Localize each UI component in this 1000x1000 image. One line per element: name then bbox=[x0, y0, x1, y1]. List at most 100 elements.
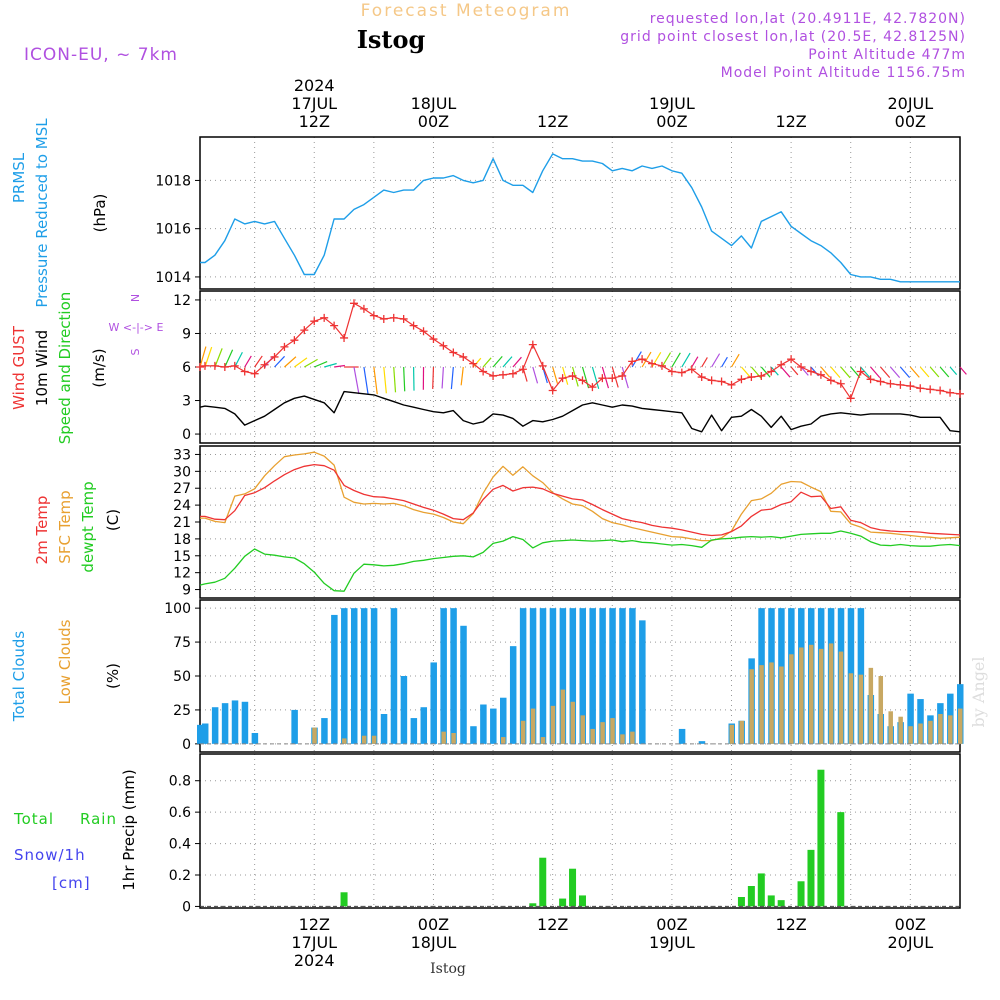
model-label: ICON-EU, ~ 7km bbox=[24, 45, 178, 65]
wind-direction-arrow bbox=[641, 351, 652, 368]
wind-direction-arrow bbox=[224, 349, 234, 368]
snow-label: Snow/1h bbox=[14, 846, 86, 864]
wind-direction-arrow bbox=[681, 352, 691, 368]
time-label: 00Z bbox=[418, 915, 449, 934]
total-cloud-bar bbox=[589, 608, 596, 744]
gust-marker bbox=[389, 313, 398, 322]
total-cloud-bar bbox=[430, 662, 437, 744]
wind-direction-arrow bbox=[274, 355, 286, 368]
total-label: Total bbox=[13, 810, 54, 828]
gust-marker bbox=[290, 336, 299, 345]
low-cloud-bar bbox=[749, 669, 754, 744]
wind-direction-arrow bbox=[234, 351, 243, 368]
pressure-panel-labels: PRMSL Pressure Reduced to MSL (hPa) bbox=[10, 118, 109, 308]
low-cloud-bar bbox=[441, 731, 446, 744]
panel-frame bbox=[199, 753, 961, 909]
dewpoint-line bbox=[199, 530, 961, 592]
low-cloud-bar bbox=[878, 676, 884, 744]
low-cloud-bar bbox=[361, 735, 367, 744]
gust-marker bbox=[300, 326, 309, 335]
wind-direction-arrow bbox=[909, 366, 920, 378]
gust-marker bbox=[727, 380, 736, 389]
low-cloud-bar bbox=[371, 735, 377, 744]
gust-marker bbox=[399, 314, 408, 323]
rain-bar bbox=[797, 881, 805, 907]
wind-direction-arrow bbox=[661, 352, 672, 368]
wind-direction-arrow bbox=[304, 358, 318, 368]
rain-bar bbox=[569, 868, 577, 907]
gust-marker bbox=[330, 321, 339, 330]
y-tick-label: 18 bbox=[173, 532, 191, 548]
gust-marker bbox=[220, 363, 229, 371]
clouds-panel: 0 25 50 75 100 bbox=[164, 599, 964, 753]
wind-direction-arrow bbox=[850, 366, 861, 378]
gust-marker bbox=[677, 368, 686, 377]
y-tick-label: 12 bbox=[173, 293, 191, 309]
y-tick-label: 0.8 bbox=[169, 774, 191, 790]
total-cloud-bar bbox=[350, 608, 358, 744]
gust-marker bbox=[806, 367, 815, 376]
y-tick-label: 15 bbox=[173, 549, 191, 565]
time-label: 20JUL bbox=[887, 94, 933, 113]
gust-marker bbox=[697, 373, 706, 382]
wind-direction-arrow bbox=[403, 366, 406, 392]
wind-direction-arrow bbox=[760, 366, 771, 378]
total-cloud-bar bbox=[380, 714, 388, 744]
precip-panel: 0 0.2 0.4 0.6 0.8 bbox=[169, 753, 961, 915]
wind-direction-arrow bbox=[830, 366, 841, 378]
gust-marker bbox=[369, 311, 378, 320]
wind-direction-arrow bbox=[939, 366, 950, 378]
total-cloud-bar bbox=[400, 676, 408, 744]
wind-direction-arrow bbox=[324, 362, 337, 368]
time-label: 17JUL bbox=[291, 94, 337, 113]
time-label: 12Z bbox=[537, 915, 568, 934]
total-cloud-bar bbox=[907, 693, 914, 744]
gust-marker bbox=[926, 385, 935, 394]
gust-marker bbox=[667, 367, 676, 376]
low-cloud-bar bbox=[848, 673, 854, 744]
y-tick-label: 25 bbox=[173, 703, 191, 719]
wind-direction-arrow bbox=[880, 366, 891, 378]
watermark: by Angel bbox=[969, 656, 988, 727]
total-cloud-bar bbox=[360, 608, 368, 744]
temp2m-label: 2m Temp bbox=[33, 496, 51, 565]
wind-unit: (m/s) bbox=[90, 348, 108, 387]
gust-marker bbox=[499, 370, 508, 379]
wind-panel-labels: Wind GUST 10m Wind Speed and Direction (… bbox=[10, 292, 163, 445]
total-cloud-bar bbox=[291, 709, 298, 744]
gust-marker bbox=[429, 335, 438, 344]
wind-direction-arrow bbox=[254, 355, 263, 368]
gust-marker bbox=[449, 348, 458, 357]
wind-direction-arrow bbox=[492, 356, 503, 368]
total-cloud-bar bbox=[331, 614, 338, 744]
gust-marker bbox=[409, 321, 418, 330]
wind-direction-arrow bbox=[949, 366, 958, 375]
y-tick-label: 27 bbox=[173, 481, 191, 497]
time-label: 12Z bbox=[299, 112, 330, 131]
gust-marker bbox=[956, 389, 964, 398]
gust-marker bbox=[320, 313, 329, 322]
rain-bar bbox=[747, 886, 755, 907]
low-cloud-bar bbox=[590, 728, 595, 744]
wind-direction-arrow bbox=[314, 360, 328, 368]
total-cloud-bar bbox=[221, 703, 229, 744]
panel-frame bbox=[199, 599, 961, 753]
y-tick-label: 0.6 bbox=[169, 805, 191, 821]
rain-bar bbox=[529, 903, 537, 907]
low-cloud-bar bbox=[789, 654, 794, 744]
wind-direction-arrow bbox=[512, 356, 522, 368]
total-cloud-bar bbox=[201, 723, 209, 744]
gust-marker bbox=[906, 382, 915, 390]
wind-direction-arrow bbox=[532, 366, 539, 384]
y-tick-label: 3 bbox=[182, 394, 191, 410]
low-cloud-bar bbox=[818, 648, 824, 744]
gust-marker bbox=[816, 370, 825, 379]
total-cloud-bar bbox=[519, 608, 527, 744]
wind-direction-arrow bbox=[860, 366, 871, 378]
y-tick-label: 30 bbox=[173, 464, 191, 480]
sfc-temp-line bbox=[200, 451, 961, 542]
wind-direction-arrow bbox=[353, 366, 360, 395]
gust-marker bbox=[196, 363, 204, 371]
gust-marker bbox=[836, 379, 845, 388]
y-tick-label: 1018 bbox=[155, 173, 191, 189]
